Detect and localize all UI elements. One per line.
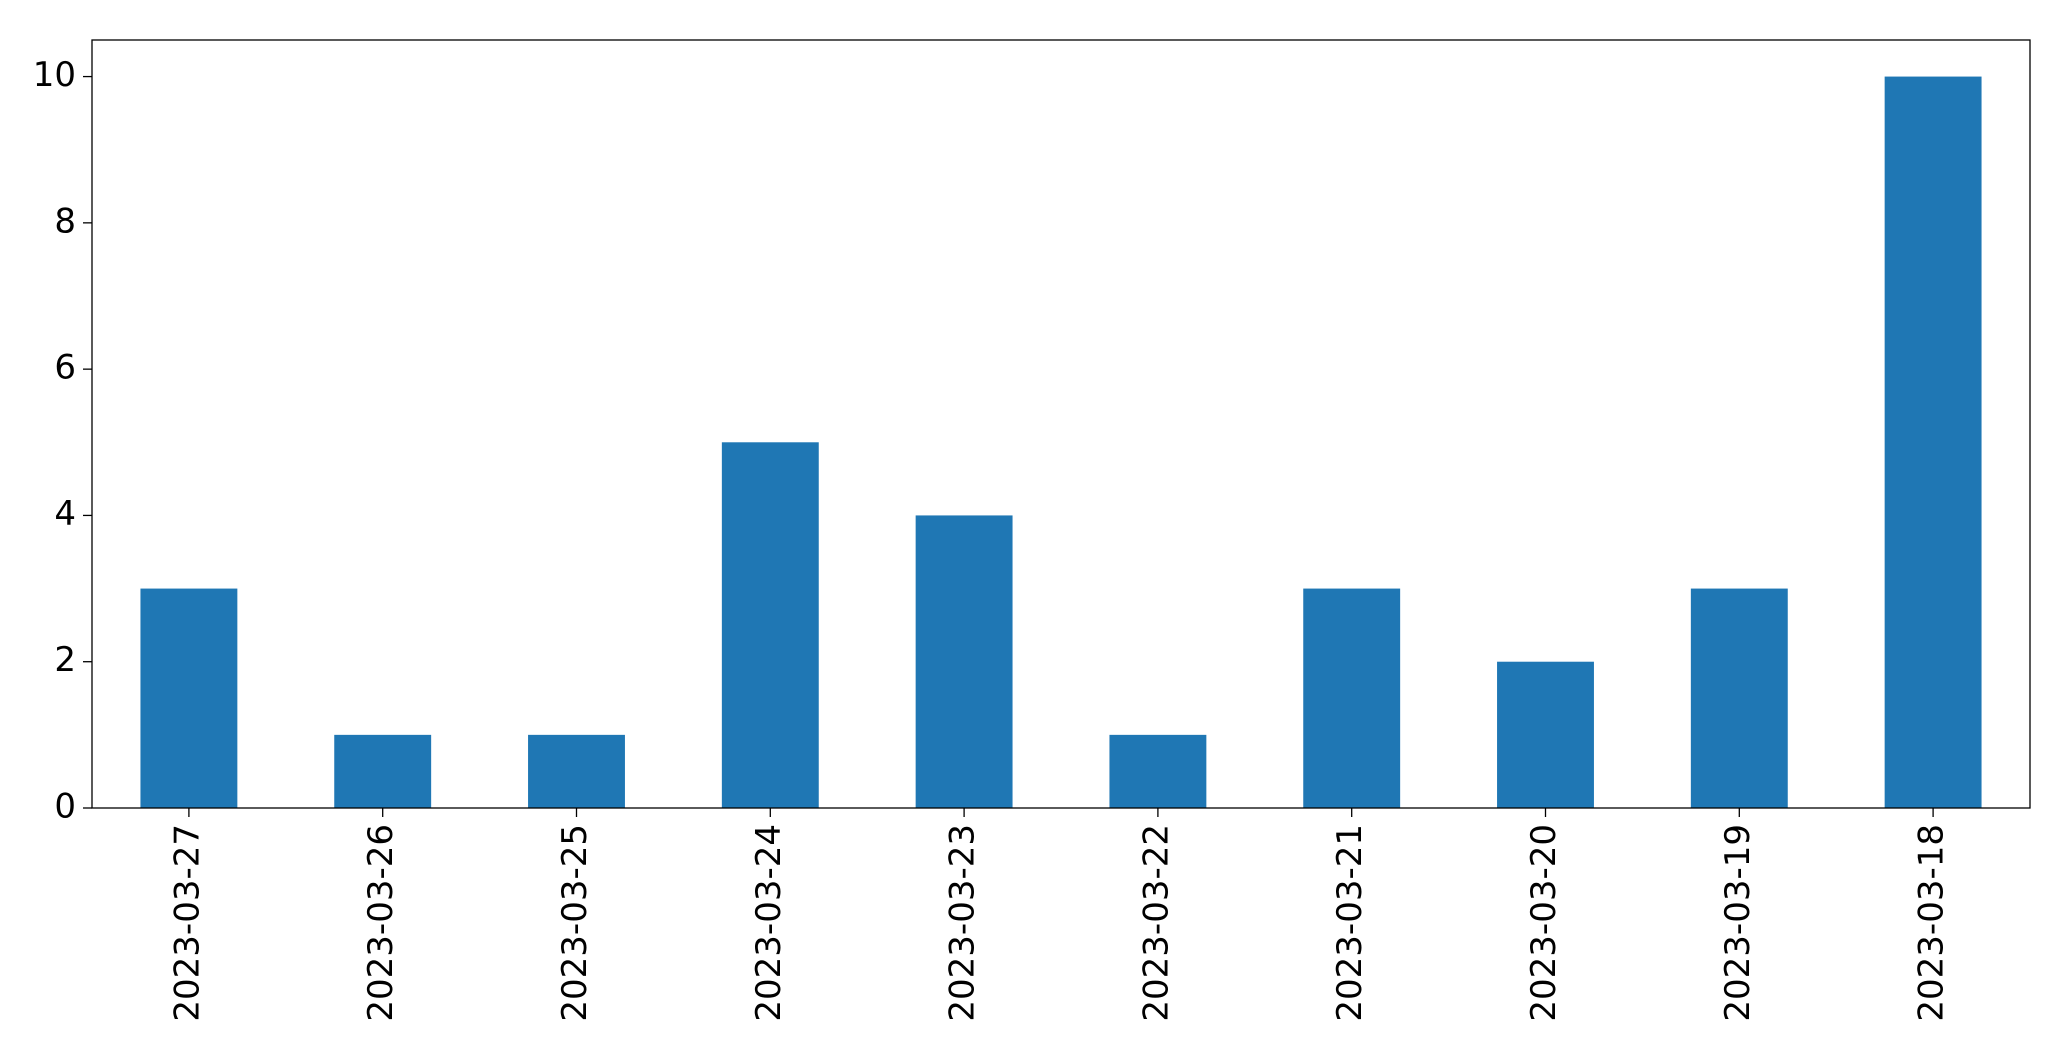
- x-tick-label: 2023-03-25: [555, 824, 595, 1022]
- y-tick-label: 0: [54, 787, 76, 827]
- x-tick-label: 2023-03-18: [1912, 824, 1952, 1022]
- plot-frame: [91, 39, 2031, 809]
- bar: [1884, 76, 1982, 809]
- x-tick-label: 2023-03-23: [943, 824, 983, 1022]
- x-tick-label: 2023-03-27: [167, 824, 207, 1022]
- x-tick-label: 2023-03-20: [1524, 824, 1564, 1022]
- bar: [1109, 734, 1207, 808]
- y-tick-label: 8: [54, 201, 76, 241]
- y-tick-label: 6: [54, 348, 76, 388]
- y-tick-label: 4: [54, 494, 76, 534]
- bar: [528, 734, 625, 808]
- bar: [1303, 588, 1401, 808]
- x-tick-label: 2023-03-21: [1330, 824, 1370, 1022]
- x-tick-label: 2023-03-19: [1718, 824, 1758, 1022]
- x-tick-label: 2023-03-26: [361, 824, 401, 1022]
- x-tick-label: 2023-03-24: [749, 824, 789, 1022]
- bar: [140, 588, 238, 808]
- y-tick-label: 10: [33, 55, 76, 95]
- bar: [721, 442, 819, 808]
- x-tick-label: 2023-03-22: [1136, 824, 1176, 1022]
- bar: [334, 734, 432, 808]
- bar: [1497, 661, 1594, 808]
- bar: [915, 515, 1013, 808]
- bar: [1690, 588, 1788, 808]
- y-tick-label: 2: [54, 640, 76, 680]
